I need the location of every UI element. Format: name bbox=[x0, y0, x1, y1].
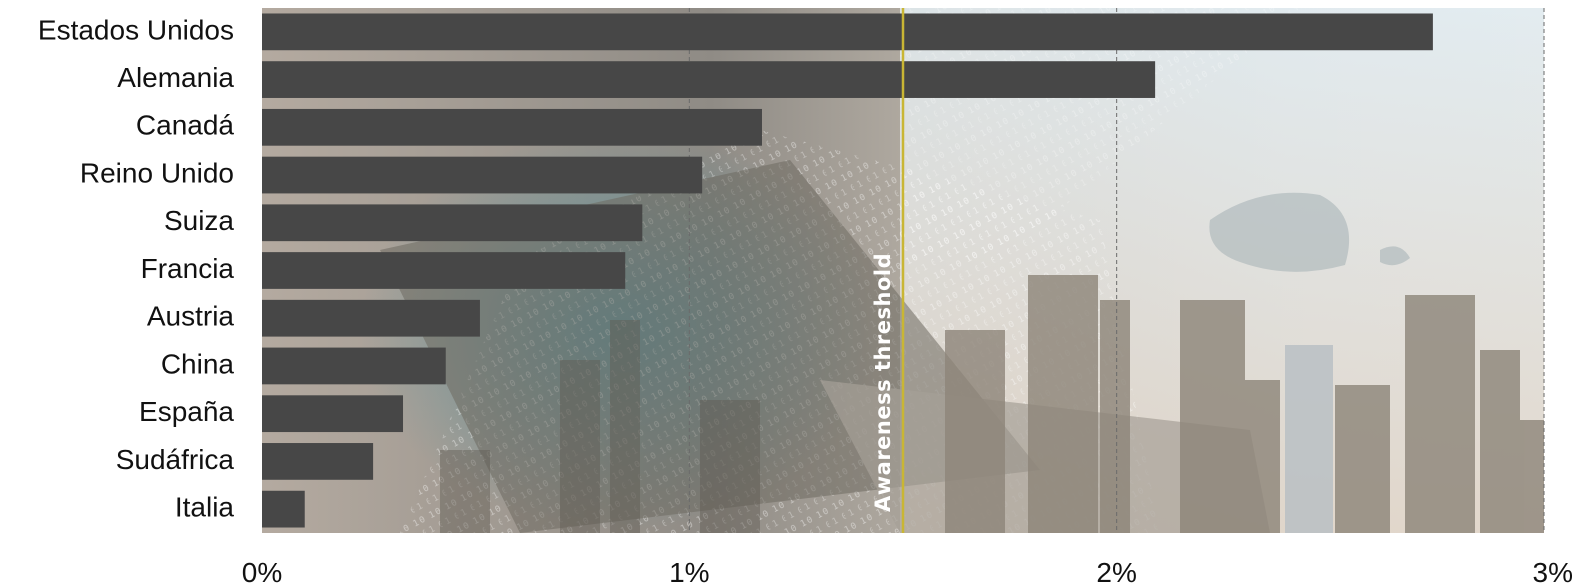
bar-2 bbox=[262, 108, 762, 146]
bars bbox=[262, 13, 1433, 528]
bar-6 bbox=[262, 299, 480, 337]
category-labels: Estados Unidos Alemania Canadá Reino Unido S… bbox=[38, 14, 235, 522]
x-tick-labels: 0% 1% 2% 3% bbox=[242, 557, 1573, 588]
category-label-9: Sudáfrica bbox=[116, 444, 235, 475]
threshold: Awareness threshold bbox=[871, 8, 905, 533]
category-label-8: España bbox=[139, 396, 234, 427]
category-label-3: Reino Unido bbox=[80, 157, 234, 188]
category-label-7: China bbox=[161, 348, 235, 379]
x-tick-label-0: 0% bbox=[242, 557, 282, 588]
category-label-1: Alemania bbox=[117, 62, 234, 93]
bar-8 bbox=[262, 395, 404, 433]
bar-10 bbox=[262, 490, 305, 528]
category-label-2: Canadá bbox=[136, 110, 235, 141]
bar-9 bbox=[262, 443, 374, 480]
x-tick-label-3: 3% bbox=[1533, 557, 1573, 588]
category-label-0: Estados Unidos bbox=[38, 14, 234, 45]
category-label-10: Italia bbox=[175, 492, 235, 523]
x-tick-label-2: 2% bbox=[1096, 557, 1136, 588]
category-label-6: Austria bbox=[147, 301, 235, 332]
bar-5 bbox=[262, 252, 626, 289]
x-tick-label-1: 1% bbox=[669, 557, 709, 588]
bar-7 bbox=[262, 347, 446, 385]
bar-3 bbox=[262, 156, 703, 194]
threshold-label: Awareness threshold bbox=[871, 253, 895, 512]
bar-4 bbox=[262, 204, 643, 242]
bar-1 bbox=[262, 61, 1156, 98]
category-label-4: Suiza bbox=[164, 205, 234, 236]
bar-0 bbox=[262, 13, 1433, 51]
category-label-5: Francia bbox=[141, 253, 235, 284]
